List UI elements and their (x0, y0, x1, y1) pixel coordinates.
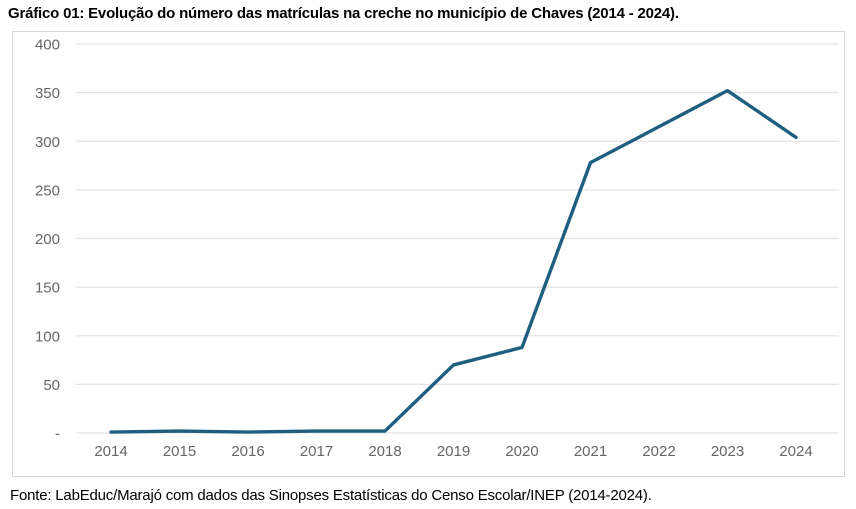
x-tick-label: 2021 (574, 443, 607, 460)
x-tick-label: 2015 (163, 443, 196, 460)
y-tick-label: 100 (35, 328, 60, 345)
x-tick-label: 2014 (94, 443, 127, 460)
x-tick-label: 2024 (779, 443, 812, 460)
y-tick-label: 250 (35, 182, 60, 199)
line-chart-canvas: - 50 100 150 200 250 300 350 400 2014 2015 2016 2017… (35, 37, 839, 460)
chart-frame: - 50 100 150 200 250 300 350 400 2014 2015 2016 2017… (12, 31, 845, 477)
y-tick-label: 50 (43, 377, 60, 394)
data-series-line (109, 88, 798, 434)
y-tick-label: 200 (35, 231, 60, 248)
y-tick-label: 300 (35, 134, 60, 151)
x-tick-label: 2019 (437, 443, 470, 460)
source-note: Fonte: LabEduc/Marajó com dados das Sino… (10, 487, 652, 504)
x-tick-label: 2023 (711, 443, 744, 460)
y-tick-label: - (55, 426, 60, 443)
x-tick-label: 2022 (642, 443, 675, 460)
x-tick-label: 2017 (300, 443, 333, 460)
x-tick-label: 2018 (368, 443, 401, 460)
y-tick-label: 150 (35, 280, 60, 297)
x-tick-label: 2016 (231, 443, 264, 460)
x-tick-label: 2020 (505, 443, 538, 460)
y-tick-label: 350 (35, 85, 60, 102)
y-tick-label: 400 (35, 37, 60, 54)
chart-title: Gráfico 01: Evolução do número das matrí… (8, 5, 679, 22)
